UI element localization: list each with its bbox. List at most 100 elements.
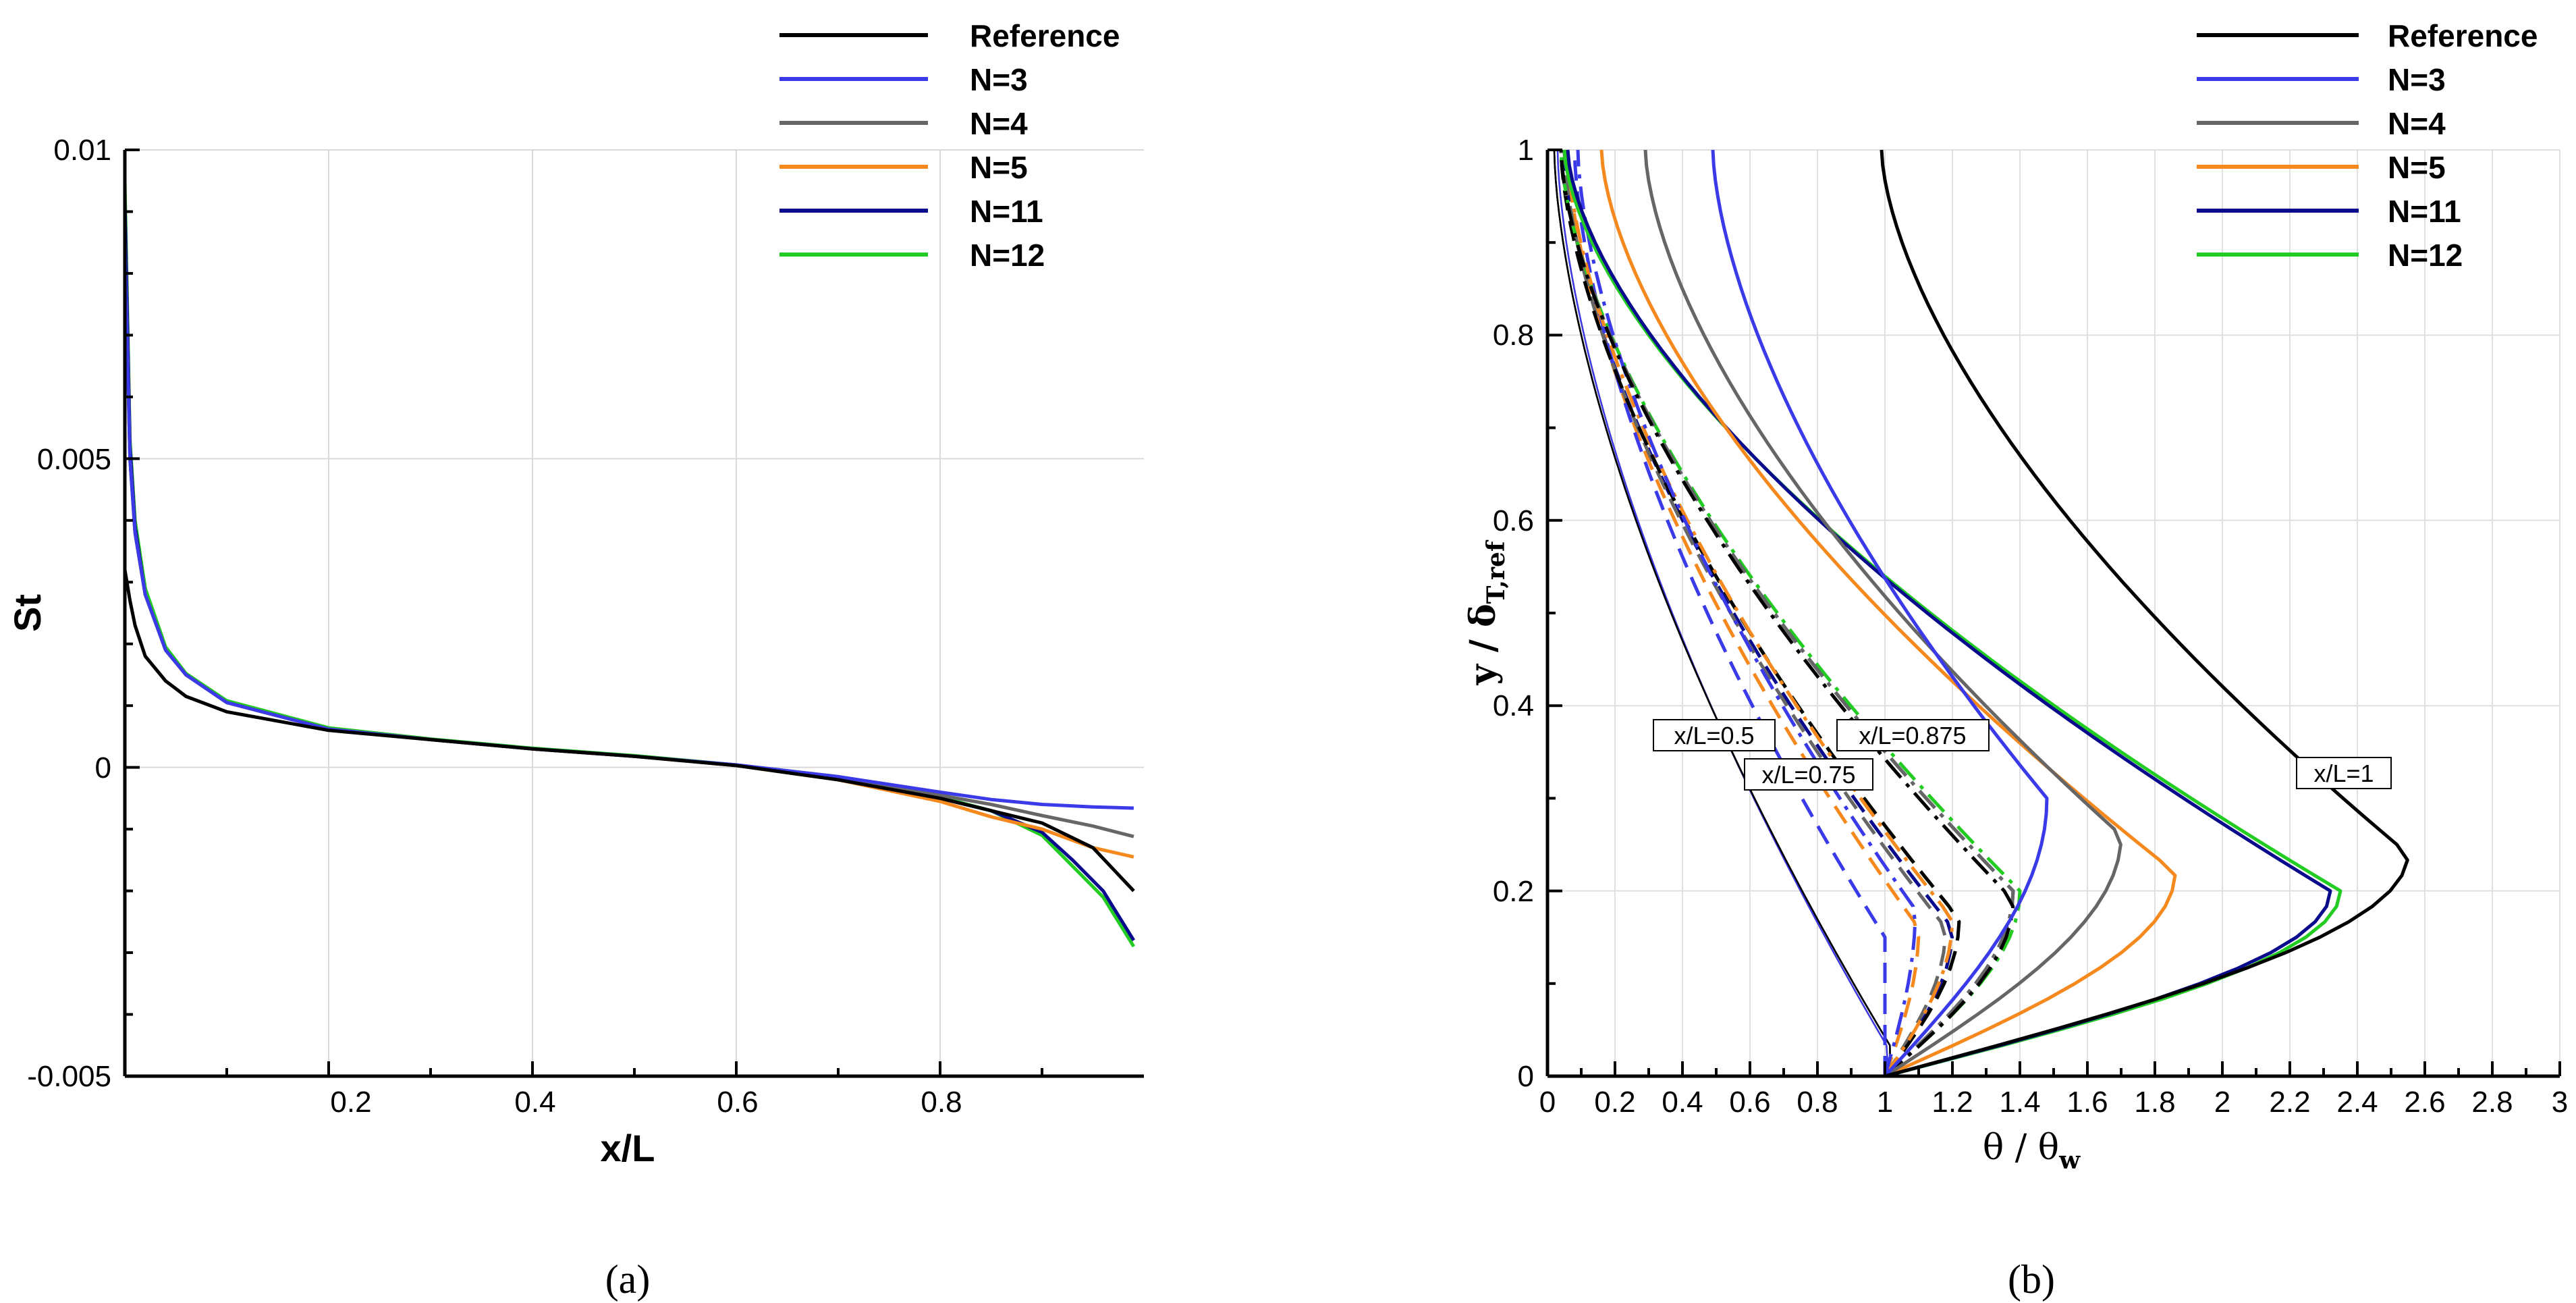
profile-x-l-0-75-n3 — [1572, 149, 1887, 1076]
legend-label-reference: Reference — [970, 18, 1120, 53]
b-xtick-label: 1.4 — [1999, 1086, 2040, 1119]
panel-b-series — [1553, 149, 2409, 1078]
b-xtick-label: 2 — [2214, 1086, 2230, 1119]
profile-x-l-0-875-n5 — [1566, 149, 1954, 1078]
profile-x-l-0-5-n5 — [1556, 149, 1889, 1077]
series-line-n4 — [123, 242, 1134, 839]
a-x-axis-title: x/L — [601, 1127, 655, 1169]
profile-x-l-0-5-n3 — [1556, 149, 1889, 1077]
annotation-x-l-1: x/L=1 — [2296, 757, 2392, 789]
annotation-box — [1653, 719, 1776, 751]
a-xtick-label: 0.6 — [717, 1086, 758, 1119]
a-xtick-label: 0.2 — [330, 1086, 371, 1119]
b-ytick-label: 0.6 — [1493, 504, 1534, 537]
annotation-box — [2296, 757, 2392, 789]
a-ytick-label: 0.01 — [53, 134, 111, 167]
b-xtick-label: 0.8 — [1797, 1086, 1838, 1119]
b-xtick-label: 0.4 — [1662, 1086, 1703, 1119]
panel-b-grid — [1547, 149, 2560, 1076]
a-ytick-label: 0 — [95, 751, 111, 785]
legend-label-n5: N=5 — [970, 150, 1028, 185]
panel-b-legend: Reference N=3 N=4 N=5 N=11 N=12 — [2197, 18, 2538, 273]
a-xtick-label: 0.8 — [921, 1086, 962, 1119]
a-y-axis-title: St — [6, 594, 49, 632]
a-xtick-label: 0.4 — [514, 1086, 555, 1119]
panel-a-caption: (a) — [605, 1257, 651, 1302]
b-x-axis-title-main: θ / θ — [1983, 1127, 2059, 1168]
legend-label-n11: N=11 — [970, 194, 1043, 229]
legend-label-reference: Reference — [2388, 18, 2538, 53]
panel-b-caption: (b) — [2008, 1257, 2055, 1302]
b-xtick-label: 1.6 — [2066, 1086, 2108, 1119]
annotation-box — [1836, 719, 1990, 751]
b-ytick-label: 0 — [1518, 1060, 1534, 1093]
legend-label-n3: N=3 — [970, 62, 1028, 97]
profile-x-l-0-5-n11 — [1553, 149, 1891, 1077]
series-line-reference — [123, 569, 1135, 893]
annotation-label: x/L=0.75 — [1761, 761, 1855, 789]
profile-x-l-1-reference — [1880, 149, 2409, 1078]
profile-x-l-1-n12 — [1562, 149, 2342, 1078]
legend-label-n12: N=12 — [970, 238, 1045, 273]
profile-x-l-0-75-reference — [1559, 149, 1961, 1078]
series-line-n12 — [123, 180, 1136, 948]
legend-label-n5: N=5 — [2388, 150, 2446, 185]
b-xtick-label: 2.8 — [2471, 1086, 2513, 1119]
profile-x-l-1-n11 — [1566, 149, 2332, 1078]
annotation-x-l-0-875: x/L=0.875 — [1836, 719, 1990, 751]
b-xtick-label: 3 — [2552, 1086, 2568, 1119]
panel-a: 0.2 0.4 0.6 0.8 -0.005 0 0.005 0.01 x/L … — [6, 18, 1144, 1302]
b-xtick-label: 1 — [1877, 1086, 1893, 1119]
legend-label-n11: N=11 — [2388, 194, 2461, 229]
b-xtick-label: 0.6 — [1729, 1086, 1770, 1119]
legend-label-n4: N=4 — [2388, 106, 2446, 141]
profile-x-l-0-875-n4 — [1559, 149, 2015, 1078]
b-x-axis-title-sub: w — [2058, 1146, 2081, 1175]
panel-b: 0 0.2 0.4 0.6 0.8 1 1.2 1.4 1.6 1.8 2 2.2 2.4 2.6 2.8 3… — [1462, 18, 2568, 1302]
annotation-label: x/L=0.875 — [1859, 722, 1966, 749]
panel-a-frame — [125, 150, 1144, 1076]
b-xtick-label: 1.8 — [2134, 1086, 2175, 1119]
panel-a-legend: Reference N=3 N=4 N=5 N=11 N=12 — [779, 18, 1120, 273]
legend-label-n4: N=4 — [970, 106, 1028, 141]
b-y-axis-title-sub: T,ref — [1482, 539, 1510, 604]
annotation-x-l-0-75: x/L=0.75 — [1744, 758, 1873, 791]
panel-a-series — [123, 180, 1136, 948]
a-ytick-label: -0.005 — [27, 1060, 111, 1093]
profile-x-l-0-75-n11 — [1562, 149, 1954, 1078]
profile-x-l-0-875-n3 — [1576, 149, 1917, 1077]
b-x-axis-title: θ / θw — [1983, 1127, 2081, 1175]
profile-x-l-1-n5 — [1599, 149, 2177, 1078]
annotation-x-l-0-5: x/L=0.5 — [1653, 719, 1776, 751]
profile-x-l-0-5-reference — [1553, 149, 1891, 1077]
b-xtick-label: 2.4 — [2336, 1086, 2378, 1119]
b-y-axis-title-main: y / δ — [1462, 604, 1504, 685]
series-line-n3 — [123, 242, 1134, 810]
b-ytick-label: 0.8 — [1493, 319, 1534, 352]
b-xtick-label: 1.2 — [1931, 1086, 1973, 1119]
legend-label-n3: N=3 — [2388, 62, 2446, 97]
b-y-axis-title: y / δT,ref — [1462, 539, 1510, 685]
profile-x-l-0-5-n4 — [1553, 149, 1891, 1077]
b-ytick-label: 0.2 — [1493, 875, 1534, 908]
panel-a-ticks — [125, 149, 1043, 1078]
profile-x-l-0-5-n12 — [1553, 149, 1891, 1077]
series-line-n11 — [123, 199, 1136, 942]
annotation-label: x/L=1 — [2313, 760, 2374, 787]
annotation-box — [1744, 758, 1873, 791]
b-xtick-label: 0.2 — [1594, 1086, 1635, 1119]
legend-label-n12: N=12 — [2388, 238, 2463, 273]
annotation-label: x/L=0.5 — [1674, 722, 1754, 749]
profile-x-l-0-875-reference — [1559, 149, 2015, 1078]
b-xtick-label: 0 — [1539, 1086, 1556, 1119]
a-ytick-label: 0.005 — [37, 443, 111, 476]
panel-a-grid — [125, 149, 1144, 1076]
profile-x-l-0-875-n11 — [1559, 149, 2015, 1078]
b-xtick-label: 2.6 — [2404, 1086, 2445, 1119]
b-ytick-label: 0.4 — [1493, 689, 1534, 722]
b-xtick-label: 2.2 — [2269, 1086, 2310, 1119]
profile-x-l-1-n4 — [1643, 149, 2122, 1078]
panel-b-xtick-labels: 0 0.2 0.4 0.6 0.8 1 1.2 1.4 1.6 1.8 2 2.2 2.4 2.6 2.8 3 — [1539, 1086, 2568, 1119]
series-line-n5 — [123, 242, 1134, 859]
